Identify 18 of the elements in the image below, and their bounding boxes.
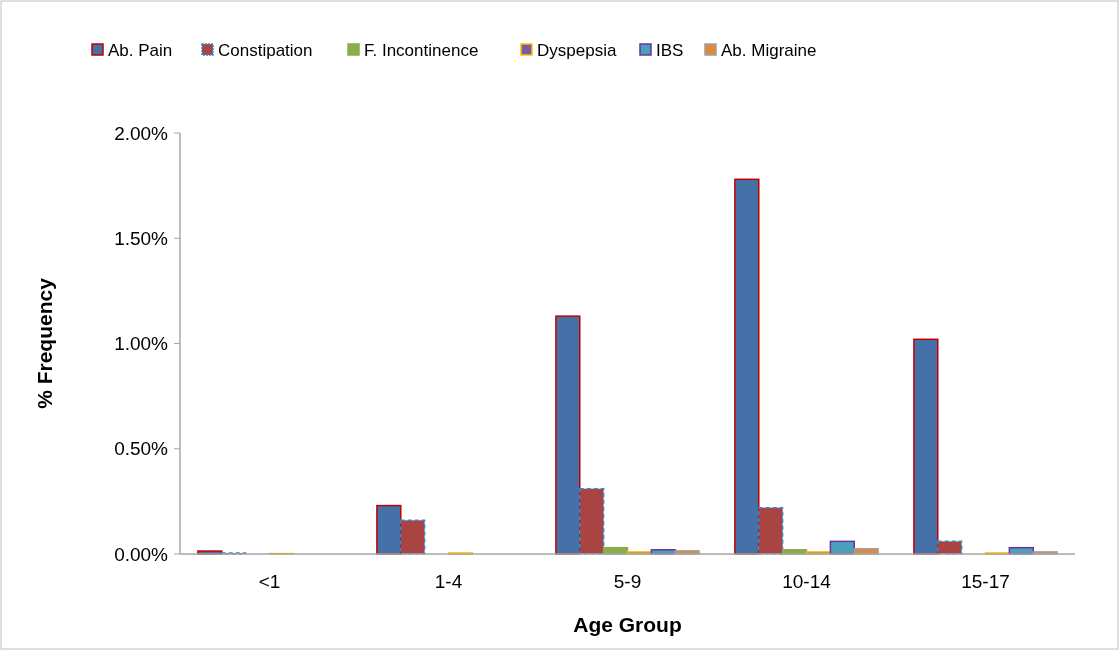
x-tick-label: 10-14 bbox=[782, 571, 832, 592]
y-tick-label: 1.50% bbox=[114, 227, 169, 249]
legend-label: Ab. Migraine bbox=[721, 40, 817, 60]
legend-label: Ab. Pain bbox=[108, 40, 173, 60]
x-tick-label: 1-4 bbox=[434, 571, 463, 592]
legend-label: F. Incontinence bbox=[364, 40, 479, 60]
legend-label: Constipation bbox=[218, 40, 313, 60]
y-tick-label: 0.50% bbox=[114, 438, 169, 460]
y-tick-label: 1.00% bbox=[114, 333, 169, 355]
x-axis-title: Age Group bbox=[573, 613, 682, 636]
y-tick-label: 2.00% bbox=[114, 122, 169, 144]
legend-label: Dyspepsia bbox=[537, 40, 617, 60]
x-tick-label: 15-17 bbox=[961, 571, 1010, 592]
x-tick-label: <1 bbox=[258, 571, 281, 592]
x-tick-label: 5-9 bbox=[613, 571, 642, 592]
y-tick-label: 0.00% bbox=[114, 543, 169, 565]
legend-label: IBS bbox=[656, 40, 684, 60]
y-axis-title: % Frequency bbox=[33, 277, 56, 409]
